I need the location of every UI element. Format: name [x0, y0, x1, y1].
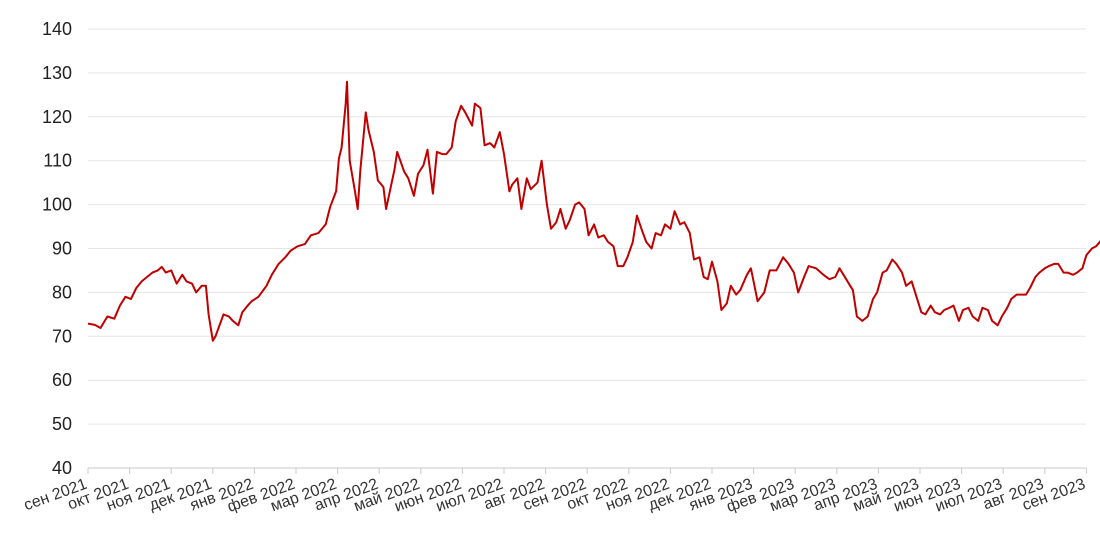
gridlines — [88, 28, 1086, 425]
y-tick-label: 120 — [42, 107, 72, 127]
y-tick-label: 110 — [43, 151, 72, 171]
y-tick-label: 70 — [52, 326, 72, 346]
y-tick-label: 90 — [52, 239, 72, 259]
y-tick-label: 140 — [42, 19, 72, 39]
y-axis-ticks: 40 50 60 70 80 90 100 110 120 130 140 — [42, 19, 72, 478]
y-tick-label: 40 — [52, 458, 72, 478]
y-tick-label: 100 — [42, 195, 72, 215]
y-tick-label: 50 — [52, 414, 72, 434]
y-tick-label: 60 — [52, 370, 72, 390]
y-tick-label: 80 — [52, 282, 72, 302]
price-series-line — [87, 80, 1100, 342]
y-tick-label: 130 — [42, 63, 72, 83]
